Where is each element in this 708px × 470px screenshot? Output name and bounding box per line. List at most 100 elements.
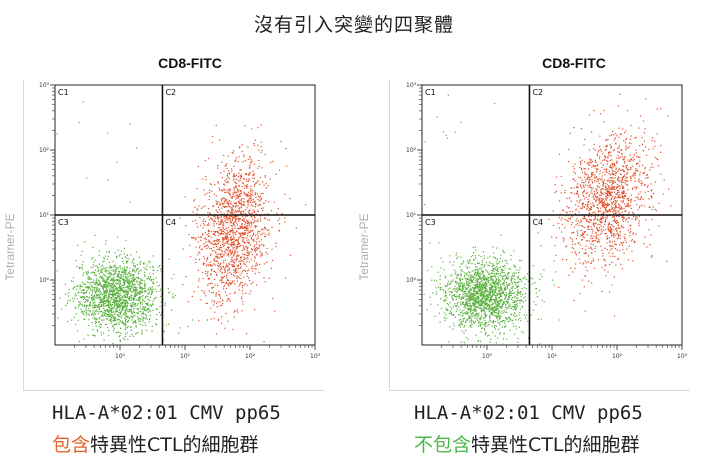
data-point [483, 274, 485, 276]
data-point [119, 284, 121, 286]
data-point [466, 337, 468, 339]
data-point [107, 313, 109, 315]
data-point [209, 240, 211, 242]
data-point [474, 300, 476, 302]
data-point [253, 232, 255, 234]
data-point [76, 298, 78, 300]
data-point [229, 250, 231, 252]
data-point [483, 279, 485, 281]
data-point [115, 299, 117, 302]
data-point [234, 210, 236, 212]
data-point [266, 253, 269, 255]
data-point [278, 230, 280, 232]
data-point [215, 200, 217, 202]
data-point [485, 323, 487, 325]
data-point [236, 240, 238, 242]
data-point [103, 305, 105, 307]
data-point [491, 265, 493, 267]
data-point [470, 282, 472, 284]
data-point [108, 291, 110, 294]
data-point [228, 192, 230, 194]
data-point [216, 231, 218, 233]
data-point [136, 294, 138, 296]
data-point [78, 301, 80, 303]
data-point [216, 201, 218, 203]
data-point [238, 233, 240, 235]
data-point [121, 308, 124, 310]
data-point [504, 297, 506, 299]
data-point [245, 173, 247, 176]
data-point [128, 311, 130, 313]
data-point [226, 279, 228, 281]
data-point [145, 290, 147, 292]
data-point [487, 291, 490, 293]
data-point [218, 218, 220, 220]
data-point [125, 277, 127, 279]
data-point [252, 234, 255, 236]
data-point [238, 228, 240, 230]
data-point [218, 265, 220, 267]
data-point [98, 321, 100, 323]
data-point [168, 323, 170, 325]
data-point [238, 237, 240, 239]
data-point [476, 298, 478, 300]
data-point [234, 239, 237, 241]
data-point [469, 288, 471, 290]
data-point [225, 233, 227, 235]
data-point [206, 302, 208, 304]
data-point [251, 249, 253, 251]
data-point [228, 178, 230, 180]
data-point [118, 311, 120, 313]
data-point [471, 314, 473, 316]
data-point [265, 233, 267, 235]
data-point [229, 230, 231, 232]
data-point [466, 303, 468, 305]
data-point [488, 300, 490, 302]
data-point [485, 325, 487, 327]
data-point [471, 289, 473, 291]
data-point [126, 327, 128, 329]
data-point [124, 283, 126, 285]
data-point [271, 226, 273, 228]
data-point [116, 288, 118, 290]
data-point [253, 142, 255, 144]
data-point [504, 289, 506, 291]
data-point [520, 308, 522, 310]
data-point [121, 272, 123, 274]
data-point [295, 227, 297, 229]
data-point [243, 187, 245, 189]
data-point [471, 280, 473, 282]
data-point [495, 269, 497, 271]
data-point [231, 225, 233, 227]
data-point [248, 239, 250, 241]
data-point [134, 298, 136, 300]
data-point [242, 293, 244, 295]
data-point [228, 246, 230, 248]
data-point [494, 300, 496, 302]
data-point [100, 284, 102, 286]
data-point [466, 284, 468, 286]
data-point [208, 277, 210, 280]
data-point [480, 316, 482, 319]
data-point [474, 284, 476, 286]
data-point [213, 270, 215, 272]
data-point [92, 302, 94, 304]
data-point [222, 239, 224, 241]
data-point [473, 270, 475, 272]
data-point [249, 172, 251, 174]
data-point [113, 289, 115, 291]
data-point [463, 341, 465, 343]
data-point [233, 243, 235, 245]
data-point [77, 285, 79, 287]
data-point [151, 330, 153, 332]
data-point [239, 169, 241, 171]
data-point [104, 313, 106, 316]
data-point [254, 265, 257, 267]
data-point [110, 280, 112, 282]
data-point [91, 313, 93, 315]
data-point [483, 313, 485, 315]
data-point [454, 285, 456, 287]
data-point [470, 298, 472, 300]
data-point [243, 226, 245, 229]
data-point [72, 280, 74, 282]
